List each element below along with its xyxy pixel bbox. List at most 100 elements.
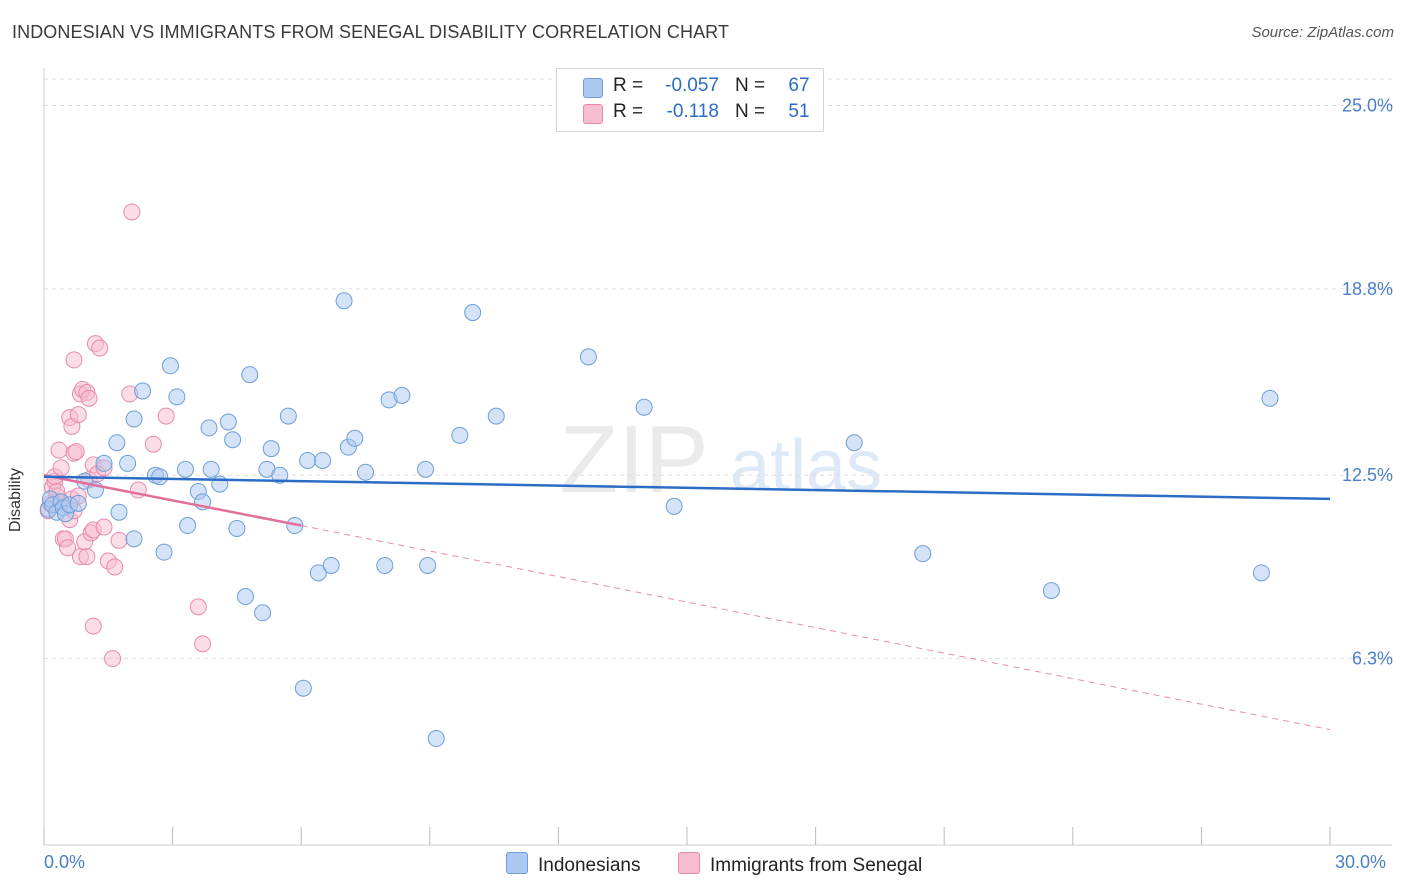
data-point-senegal [50,441,68,459]
data-point-indonesians [322,556,340,574]
x-tick-min: 0.0% [44,852,86,872]
points-indonesians [39,292,1279,748]
legend-r-label: R = [613,101,644,122]
data-point-indonesians [417,460,435,478]
data-point-senegal [67,443,85,461]
data-point-senegal [110,531,128,549]
data-point-indonesians [357,463,374,481]
data-point-indonesians [376,556,394,574]
data-point-senegal [52,459,70,477]
data-point-indonesians [69,494,87,512]
legend-n-label: N = [735,101,766,122]
data-point-senegal [95,518,113,536]
y-tick-label: 12.5% [1342,465,1393,485]
data-point-indonesians [176,460,194,478]
y-tick-label: 25.0% [1342,95,1393,115]
data-point-indonesians [228,519,246,537]
trend-lines [43,474,1331,731]
data-point-indonesians [271,466,289,484]
data-point-senegal [69,406,87,424]
data-point-senegal [194,635,212,653]
y-tick-label: 6.3% [1352,649,1393,669]
data-point-indonesians [95,454,113,472]
bottom-legend-swatch-pink [678,852,700,874]
data-point-indonesians [294,679,312,697]
data-point-senegal [65,351,83,369]
data-point-indonesians [219,413,237,431]
bottom-legend-senegal: Immigrants from Senegal [678,852,922,877]
data-point-indonesians [179,517,197,535]
correlation-legend: R = -0.057 N = 67 R = -0.118 N = 51 [556,68,824,132]
data-point-indonesians [635,398,653,416]
data-point-indonesians [393,386,411,404]
data-point-senegal [157,407,175,425]
data-point-indonesians [579,348,597,366]
data-point-indonesians [464,304,482,322]
data-point-indonesians [119,454,137,472]
watermark-zip: ZIP [559,406,708,513]
data-point-indonesians [254,604,272,622]
data-point-indonesians [665,497,683,515]
data-point-indonesians [168,388,186,406]
trend-line-senegal-dashed [301,525,1331,731]
data-point-indonesians [200,419,218,437]
data-point-indonesians [914,545,932,563]
data-point-indonesians [241,366,259,384]
data-point-senegal [91,339,109,357]
data-point-indonesians [108,434,126,452]
points-senegal [39,203,212,668]
data-point-indonesians [845,434,863,452]
data-point-indonesians [125,530,143,548]
legend-n-value: 51 [788,101,810,122]
x-tick-max: 30.0% [1335,852,1387,872]
data-point-senegal [59,539,77,557]
trend-line-senegal [43,474,302,527]
data-point-indonesians [151,468,169,486]
data-point-senegal [80,389,98,407]
data-point-indonesians [155,543,173,561]
legend-n-label: N = [735,75,766,96]
bottom-legend-label: Immigrants from Senegal [710,855,923,876]
data-point-indonesians [125,410,143,428]
legend-r-value: -0.118 [666,101,719,122]
legend-r-value: -0.057 [665,75,719,96]
legend-swatch-pink [583,104,603,124]
data-point-indonesians [427,730,445,748]
data-point-indonesians [134,382,152,400]
data-point-indonesians [1042,582,1060,600]
data-point-indonesians [202,460,220,478]
data-point-senegal [78,548,96,566]
source-credit: Source: ZipAtlas.com [1251,24,1394,41]
data-point-indonesians [279,407,297,425]
data-point-indonesians [236,588,254,606]
data-point-senegal [106,558,124,576]
data-point-indonesians [1252,564,1270,582]
legend-n-value: 67 [788,75,810,96]
data-point-indonesians [335,292,353,310]
bottom-legend-label: Indonesians [538,855,641,876]
bottom-legend-swatch-blue [506,852,528,874]
data-point-senegal [123,203,141,221]
data-point-senegal [104,650,122,668]
data-point-senegal [144,435,162,453]
data-point-senegal [189,598,207,616]
y-tick-labels: 6.3% 12.5% 18.8% 25.0% [1342,95,1393,668]
data-point-indonesians [314,451,332,469]
data-point-indonesians [346,429,364,447]
data-point-indonesians [487,407,505,425]
data-point-indonesians [451,426,469,444]
data-point-senegal [84,617,102,635]
data-point-indonesians [419,556,437,574]
y-tick-label: 18.8% [1342,279,1393,299]
axes [43,68,1392,846]
data-point-indonesians [161,357,179,375]
legend-r-label: R = [613,75,644,96]
data-point-indonesians [299,451,317,469]
data-point-indonesians [309,564,327,582]
data-point-indonesians [262,440,280,458]
trend-line-indonesians [43,475,1331,501]
data-point-indonesians [1261,389,1279,407]
bottom-legend-indonesians: Indonesians [506,852,640,877]
data-point-indonesians [224,431,242,449]
